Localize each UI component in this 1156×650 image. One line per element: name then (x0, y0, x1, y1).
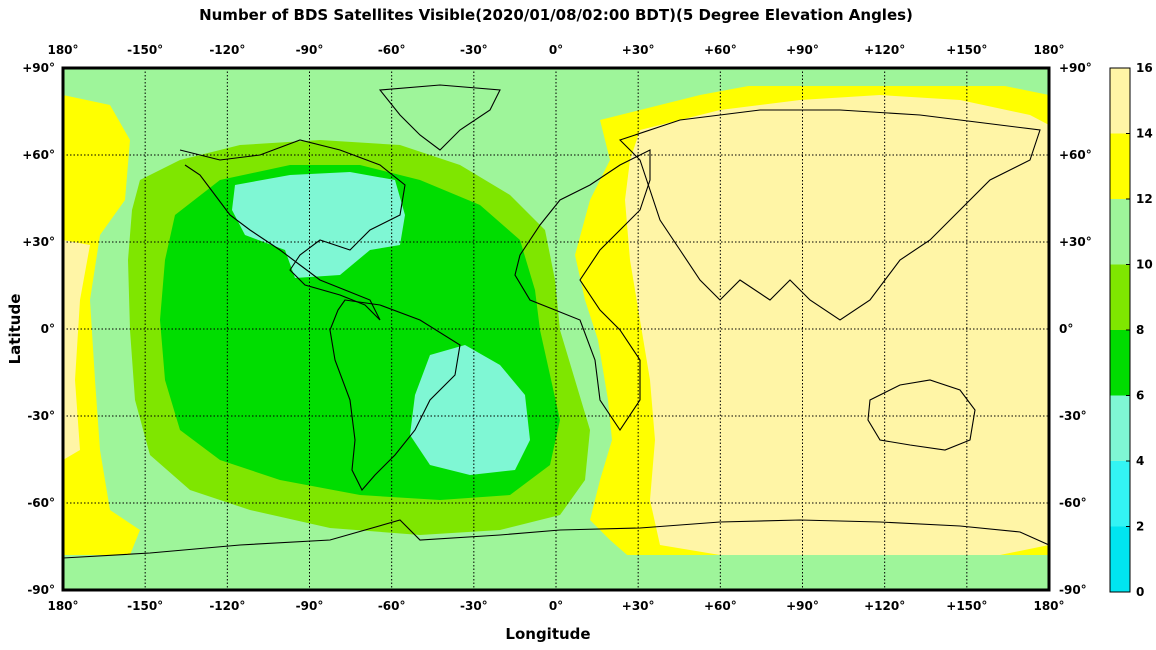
lon-tick-top: +90° (786, 43, 819, 57)
lon-tick-bottom: 180° (1033, 599, 1064, 613)
lon-tick-bottom: -90° (296, 599, 324, 613)
colorbar-bin (1110, 526, 1130, 592)
colorbar-bin (1110, 395, 1130, 461)
lon-tick-bottom: -120° (209, 599, 245, 613)
lat-tick-left: +90° (22, 61, 55, 75)
colorbar: 0 2 4 6 8 10 12 14 16 (1109, 61, 1153, 599)
lon-tick-bottom: +90° (786, 599, 819, 613)
lat-tick-left: 0° (41, 322, 55, 336)
lon-tick-top: 180° (1033, 43, 1064, 57)
lat-tick-right: -90° (1059, 583, 1087, 597)
grid (63, 68, 1049, 590)
colorbar-tick-label: 14 (1136, 127, 1153, 141)
lon-tick-top: 180° (47, 43, 78, 57)
colorbar-bin (1110, 330, 1130, 396)
lon-tick-top: +120° (864, 43, 905, 57)
coast-north-america (179, 139, 406, 321)
lon-tick-bottom: +150° (946, 599, 987, 613)
lon-tick-bottom: 0° (549, 599, 563, 613)
lon-tick-top: +30° (622, 43, 655, 57)
colorbar-bin (1110, 68, 1130, 134)
lat-tick-left: -90° (27, 583, 55, 597)
coastlines (63, 84, 1049, 559)
colorbar-tick-label: 10 (1136, 258, 1153, 272)
colorbar-tick-label: 8 (1136, 323, 1144, 337)
colorbar-tick-label: 4 (1136, 454, 1144, 468)
lon-tick-top: -30° (460, 43, 488, 57)
lat-tick-right: -30° (1059, 409, 1087, 423)
field-region-4-6-south-atlantic (410, 345, 530, 475)
colorbar-bin (1110, 199, 1130, 265)
colorbar-tick-label: 0 (1136, 585, 1144, 599)
field-region-14-16 (625, 95, 1049, 565)
lon-tick-top: +150° (946, 43, 987, 57)
lon-tick-top: +60° (704, 43, 737, 57)
lon-tick-bottom: +30° (622, 599, 655, 613)
lon-tick-bottom: -30° (460, 599, 488, 613)
lon-tick-top: -120° (209, 43, 245, 57)
coast-eurasia (618, 109, 1041, 321)
colorbar-bin (1110, 133, 1130, 199)
coast-antarctica (63, 519, 1049, 559)
lon-tick-top: -90° (296, 43, 324, 57)
lon-tick-bottom: +60° (704, 599, 737, 613)
colorbar-bin (1110, 461, 1130, 527)
lon-tick-bottom: +120° (864, 599, 905, 613)
lat-tick-left: -30° (27, 409, 55, 423)
coast-south-america (329, 299, 461, 491)
y-axis-label: Latitude (6, 294, 24, 365)
lon-tick-bottom: -150° (127, 599, 163, 613)
field-region-west-14-16 (63, 240, 90, 460)
field-region-west-12-14 (63, 95, 140, 560)
lon-tick-top: -60° (378, 43, 406, 57)
colorbar-tick-label: 6 (1136, 389, 1144, 403)
map-title: Number of BDS Satellites Visible(2020/01… (199, 6, 913, 24)
lat-tick-right: +30° (1059, 235, 1092, 249)
tick-labels: 180° 180° -150° -150° -120° -120° -90° -90° -60°… (22, 43, 1092, 613)
lon-tick-top: -150° (127, 43, 163, 57)
colorbar-tick-label: 2 (1136, 520, 1144, 534)
lat-tick-right: -60° (1059, 496, 1087, 510)
lat-tick-right: +60° (1059, 148, 1092, 162)
coast-greenland (378, 84, 501, 151)
lon-tick-top: 0° (549, 43, 563, 57)
plot-frame (61, 66, 1051, 592)
lat-tick-left: +60° (22, 148, 55, 162)
lat-tick-right: 0° (1059, 322, 1073, 336)
lat-tick-left: -60° (27, 496, 55, 510)
colorbar-tick-label: 16 (1136, 61, 1153, 75)
colorbar-tick-label: 12 (1136, 192, 1153, 206)
coast-europe-africa (514, 149, 651, 431)
field-region-4-6-north-america (232, 172, 405, 278)
x-axis-label: Longitude (505, 625, 590, 643)
lat-tick-right: +90° (1059, 61, 1092, 75)
colorbar-bin (1110, 264, 1130, 330)
coast-australia (867, 379, 976, 451)
lat-tick-left: +30° (22, 235, 55, 249)
lon-tick-bottom: 180° (47, 599, 78, 613)
lon-tick-bottom: -60° (378, 599, 406, 613)
